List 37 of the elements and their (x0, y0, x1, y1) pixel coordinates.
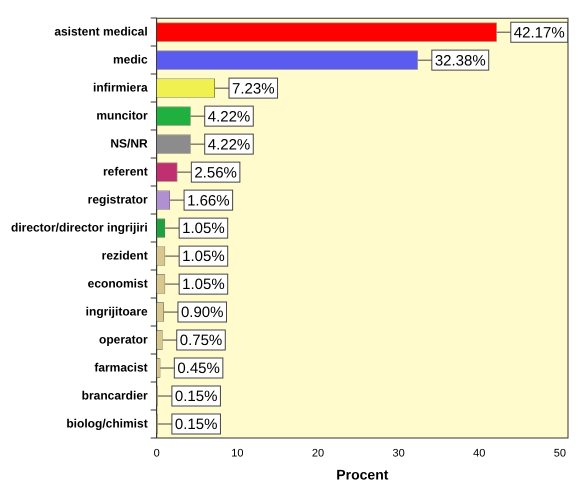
x-tick-label: 50 (554, 448, 566, 460)
data-label: 4.22% (208, 108, 250, 126)
data-label: 32.38% (434, 52, 486, 70)
y-tick-label: director/director ingrijiri (10, 220, 148, 234)
data-label: 1.05% (182, 248, 225, 266)
data-label: 1.05% (182, 276, 225, 294)
data-label: 42.17% (514, 24, 565, 42)
data-label: 7.23% (232, 80, 275, 98)
y-tick-label: farmacist (94, 360, 148, 374)
data-label: 1.05% (182, 220, 225, 238)
y-tick-label: economist (88, 276, 148, 290)
x-tick-label: 20 (312, 448, 324, 460)
y-tick-label: ingrijitoare (86, 304, 148, 318)
data-label: 2.56% (194, 164, 237, 182)
data-label: 0.45% (177, 360, 220, 378)
x-tick-label: 10 (231, 448, 244, 460)
x-tick-label: 40 (473, 448, 486, 460)
y-tick-label: brancardier (82, 388, 148, 402)
data-label: 0.15% (174, 388, 218, 406)
y-tick-label: NS/NR (110, 136, 148, 150)
y-tick-label: muncitor (96, 108, 148, 122)
data-label: 0.15% (174, 416, 218, 434)
x-tick-label: 30 (392, 448, 405, 460)
y-tick-label: registrator (88, 192, 148, 206)
data-label: 0.75% (180, 332, 222, 350)
y-tick-label: rezident (102, 248, 148, 262)
y-tick-label: biolog/chimist (66, 416, 148, 430)
data-label: 1.66% (187, 192, 230, 210)
x-tick-label: 0 (154, 448, 160, 460)
y-tick-label: operator (99, 332, 148, 346)
y-tick-label: medic (113, 52, 148, 66)
x-axis-title: Procent (336, 466, 389, 482)
y-tick-label: infirmiera (93, 80, 148, 94)
y-tick-label: asistent medical (54, 24, 148, 39)
data-label: 4.22% (208, 136, 250, 154)
y-tick-label: referent (103, 164, 148, 178)
data-label: 0.90% (180, 304, 224, 322)
